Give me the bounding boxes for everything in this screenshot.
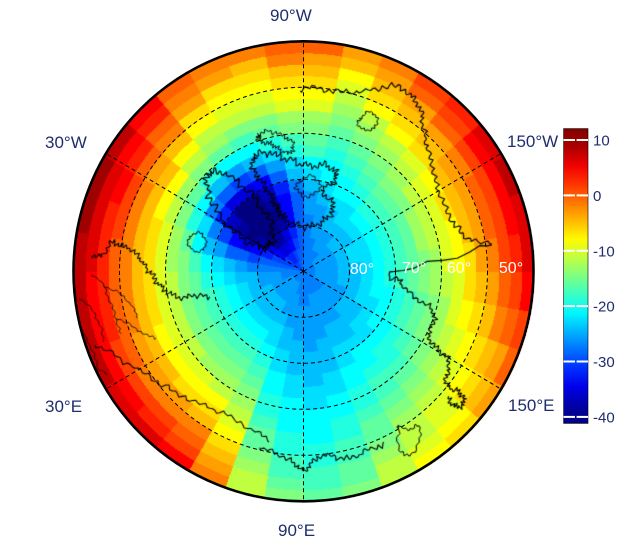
- svg-text:80°: 80°: [350, 261, 374, 278]
- svg-text:-40: -40: [593, 409, 615, 426]
- svg-text:10: 10: [593, 133, 610, 150]
- svg-text:70°: 70°: [402, 260, 426, 277]
- svg-text:50°: 50°: [499, 260, 523, 277]
- svg-text:60°: 60°: [447, 260, 471, 277]
- svg-text:-20: -20: [593, 299, 615, 316]
- svg-text:0: 0: [593, 188, 601, 205]
- svg-text:-30: -30: [593, 354, 615, 371]
- svg-text:-10: -10: [593, 243, 615, 260]
